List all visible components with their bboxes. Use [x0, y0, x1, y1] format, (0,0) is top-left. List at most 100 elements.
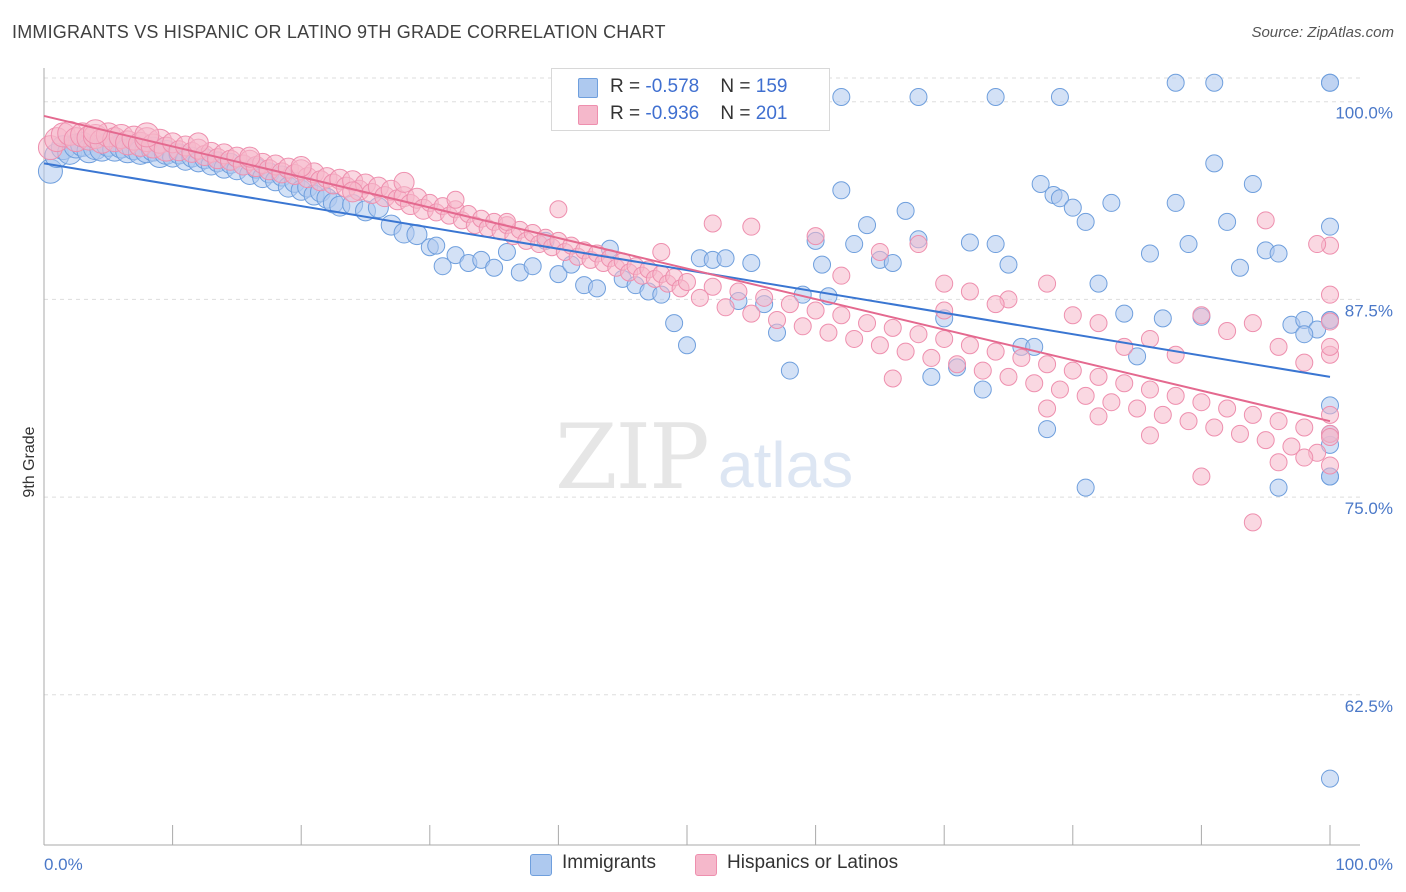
hispanic-point [1321, 405, 1339, 424]
hispanic-point [1295, 418, 1314, 437]
immigrant-point [742, 254, 761, 273]
hispanic-point [1076, 386, 1095, 405]
chart-title: IMMIGRANTS VS HISPANIC OR LATINO 9TH GRA… [12, 22, 666, 42]
hispanic-point [845, 329, 864, 348]
legend-n-value: 201 [755, 103, 788, 124]
hispanic-point [1038, 399, 1057, 418]
immigrant-point [1269, 478, 1288, 497]
immigrant-point [1063, 198, 1082, 217]
hispanic-point [1205, 418, 1224, 437]
hispanic-point [1243, 314, 1262, 333]
hispanic-point [1256, 431, 1275, 450]
trend-line [43, 114, 1331, 423]
immigrant-point [523, 257, 542, 276]
hispanic-point [1050, 380, 1069, 399]
hispanic-point [1179, 412, 1198, 431]
hispanic-point [1089, 314, 1108, 333]
legend-swatch-immigrants [578, 78, 598, 98]
hispanic-point [806, 227, 825, 246]
axis-labels: 62.5% 75.0% 87.5% 100.0% 0.0% 100.0% 9th Grade [21, 104, 1393, 874]
hispanic-point [870, 336, 889, 355]
watermark-atlas: atlas [718, 429, 854, 501]
legend-swatch-hispanic [695, 854, 717, 876]
immigrant-point [1102, 193, 1121, 212]
hispanic-point [1308, 235, 1327, 254]
hispanic-point [729, 282, 748, 301]
hispanic-point [716, 298, 735, 317]
hispanic-point [1089, 367, 1108, 386]
hispanic-point [986, 342, 1005, 361]
axes [43, 68, 1360, 846]
hispanic-point [832, 266, 851, 285]
hispanic-point [1025, 374, 1044, 393]
hispanic-point [187, 132, 209, 154]
hispanic-point [1243, 405, 1262, 424]
hispanic-point [1166, 345, 1185, 364]
hispanic-point [896, 342, 915, 361]
hispanic-point [960, 336, 979, 355]
immigrant-point [1179, 235, 1198, 254]
immigrant-point [427, 236, 446, 255]
hispanic-point [1321, 337, 1339, 356]
hispanic-point [1321, 456, 1339, 475]
hispanic-point [1166, 386, 1185, 405]
hispanic-point [703, 214, 722, 233]
legend-n-label: N = [720, 103, 756, 124]
y-axis-title: 9th Grade [21, 426, 38, 497]
immigrant-point [1230, 258, 1249, 277]
legend-n-label: N = [720, 76, 756, 97]
hispanic-point [935, 329, 954, 348]
y-tick-label: 87.5% [1345, 301, 1393, 320]
immigrant-point [896, 201, 915, 220]
legend-r-value: -0.936 [645, 103, 700, 124]
hispanic-point [690, 288, 709, 307]
legend-r-value: -0.578 [645, 76, 700, 97]
y-tick-label: 100.0% [1335, 104, 1393, 123]
hispanic-point [780, 295, 799, 314]
immigrant-point [960, 233, 979, 252]
x-tick-label: 0.0% [44, 855, 83, 874]
immigrant-point [986, 235, 1005, 254]
hispanic-point [768, 310, 787, 329]
hispanic-point [1243, 513, 1262, 532]
immigrant-point [1166, 193, 1185, 212]
hispanic-point [678, 273, 696, 292]
immigrant-point [587, 279, 606, 298]
immigrant-point [832, 87, 851, 106]
immigrant-point [1269, 244, 1288, 263]
hispanic-point [1256, 211, 1275, 230]
hispanic-point [703, 277, 722, 296]
hispanic-point [806, 301, 825, 320]
correlation-legend: R = -0.578 N = 159 R = -0.936 N = 201 [551, 68, 830, 131]
immigrant-point [909, 87, 928, 106]
hispanic-point [922, 348, 941, 367]
hispanic-point [1063, 361, 1082, 380]
hispanic-point [1140, 380, 1159, 399]
immigrant-point [1153, 309, 1172, 328]
hispanic-point [870, 242, 889, 261]
x-tick-label: 100.0% [1335, 855, 1393, 874]
trend-line [43, 162, 1331, 378]
immigrant-point [1243, 174, 1262, 193]
immigrant-point [1050, 87, 1069, 106]
immigrant-point [1218, 212, 1237, 231]
immigrant-point [999, 255, 1018, 274]
hispanic-point [883, 318, 902, 337]
hispanic-point [909, 325, 928, 344]
immigrant-point [1050, 189, 1069, 208]
legend-n-value: 159 [755, 76, 788, 97]
hispanic-point [1295, 448, 1314, 467]
immigrant-point [973, 380, 992, 399]
immigrant-point [472, 250, 491, 269]
hispanic-point [1153, 405, 1172, 424]
immigrant-point [1166, 73, 1185, 92]
legend-swatch-hispanic [578, 105, 598, 125]
hispanic-point [1063, 306, 1082, 325]
hispanic-point [446, 190, 465, 209]
hispanic-point [1140, 426, 1159, 445]
watermark-zip: ZIP [555, 405, 710, 510]
immigrant-point [922, 367, 941, 386]
hispanic-point [393, 171, 415, 193]
immigrant-point [1038, 420, 1057, 439]
